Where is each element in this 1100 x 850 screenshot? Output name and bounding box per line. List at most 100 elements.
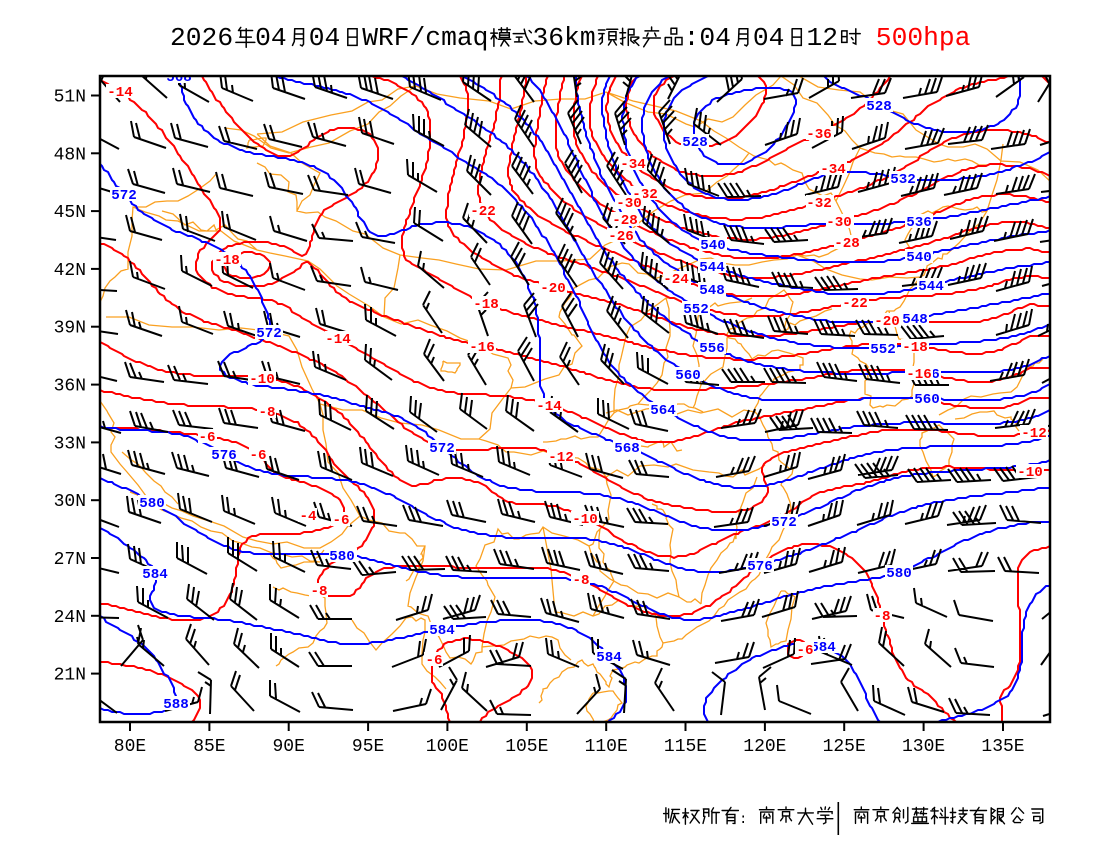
svg-text:51N: 51N: [54, 88, 86, 108]
svg-text:30N: 30N: [54, 492, 86, 512]
svg-text:568: 568: [614, 441, 640, 457]
svg-text:572: 572: [256, 326, 282, 342]
svg-text:04: 04: [255, 23, 287, 53]
svg-text:540: 540: [700, 238, 726, 254]
svg-text:42N: 42N: [54, 261, 86, 281]
svg-text:-24: -24: [663, 272, 689, 288]
svg-text:584: 584: [596, 650, 622, 666]
svg-text:85E: 85E: [193, 737, 225, 757]
svg-text:576: 576: [211, 448, 237, 464]
svg-text:-6: -6: [249, 448, 266, 464]
svg-text:544: 544: [699, 260, 725, 276]
svg-text:-22: -22: [842, 296, 868, 312]
svg-text:-26: -26: [608, 229, 634, 245]
svg-text:580: 580: [886, 566, 912, 582]
svg-text:110E: 110E: [585, 737, 628, 757]
svg-text::: :: [684, 23, 700, 53]
svg-text:120E: 120E: [743, 737, 786, 757]
svg-text:568: 568: [166, 70, 192, 86]
svg-text:584: 584: [810, 640, 836, 656]
svg-text:2026: 2026: [170, 23, 233, 53]
svg-text:552: 552: [870, 342, 896, 358]
svg-text:33N: 33N: [54, 434, 86, 454]
svg-text:-18: -18: [214, 253, 240, 269]
svg-text:27N: 27N: [54, 550, 86, 570]
svg-text:-30: -30: [616, 196, 642, 212]
svg-text::: :: [739, 812, 747, 828]
svg-text:-10: -10: [572, 512, 598, 528]
svg-text:552: 552: [683, 302, 709, 318]
svg-text:572: 572: [429, 441, 455, 457]
svg-text:560: 560: [914, 392, 940, 408]
svg-text:-34: -34: [820, 162, 846, 178]
svg-text:-20: -20: [874, 314, 900, 330]
svg-text:-4: -4: [299, 509, 317, 525]
svg-text:-14: -14: [107, 85, 133, 101]
svg-text:80E: 80E: [114, 737, 146, 757]
svg-text:544: 544: [918, 279, 944, 295]
svg-text:130E: 130E: [902, 737, 945, 757]
svg-text:105E: 105E: [505, 737, 548, 757]
svg-text:-16: -16: [906, 367, 932, 383]
svg-text:-36: -36: [806, 127, 832, 143]
svg-text:-12: -12: [1021, 426, 1047, 442]
svg-text:WRF/cmaq: WRF/cmaq: [362, 23, 488, 53]
svg-text:04: 04: [309, 23, 341, 53]
svg-text:-34: -34: [620, 157, 646, 173]
svg-text:-10: -10: [249, 372, 275, 388]
svg-text:580: 580: [329, 549, 355, 565]
svg-text:-6: -6: [332, 513, 349, 529]
svg-text:12: 12: [807, 23, 839, 53]
svg-text:24N: 24N: [54, 608, 86, 628]
svg-text:528: 528: [682, 135, 708, 151]
svg-text:36N: 36N: [54, 377, 86, 397]
svg-text:-8: -8: [873, 609, 890, 625]
svg-text:584: 584: [142, 567, 168, 583]
svg-text:04: 04: [753, 23, 785, 53]
svg-text:576: 576: [747, 559, 773, 575]
svg-text:48N: 48N: [54, 145, 86, 165]
svg-text:-6: -6: [796, 643, 813, 659]
svg-text:-12: -12: [548, 450, 574, 466]
svg-text:580: 580: [139, 496, 165, 512]
svg-text:548: 548: [699, 283, 725, 299]
svg-text:-14: -14: [325, 332, 351, 348]
svg-text:135E: 135E: [981, 737, 1024, 757]
svg-text:-22: -22: [470, 204, 496, 220]
svg-text:532: 532: [890, 172, 916, 188]
svg-text:-32: -32: [806, 196, 832, 212]
svg-text:500hpa: 500hpa: [876, 23, 971, 53]
svg-text:588: 588: [163, 697, 189, 713]
svg-text:536: 536: [906, 215, 932, 231]
svg-text:528: 528: [866, 99, 892, 115]
svg-text:584: 584: [429, 623, 455, 639]
svg-text:-20: -20: [540, 281, 566, 297]
svg-text:100E: 100E: [426, 737, 469, 757]
svg-text:90E: 90E: [272, 737, 304, 757]
svg-text:-28: -28: [612, 213, 638, 229]
svg-text:21N: 21N: [54, 666, 86, 686]
svg-text:-8: -8: [572, 573, 589, 589]
svg-text:-14: -14: [536, 399, 562, 415]
svg-text:125E: 125E: [823, 737, 866, 757]
svg-text:95E: 95E: [352, 737, 384, 757]
svg-text:-18: -18: [902, 340, 928, 356]
svg-text:-18: -18: [473, 297, 499, 313]
svg-text:572: 572: [771, 515, 797, 531]
svg-text:39N: 39N: [54, 319, 86, 339]
svg-text:-30: -30: [826, 215, 852, 231]
svg-text:548: 548: [902, 312, 928, 328]
svg-text:-28: -28: [834, 236, 860, 252]
svg-text:-8: -8: [258, 405, 275, 421]
svg-text:04: 04: [699, 23, 731, 53]
svg-text:572: 572: [111, 188, 137, 204]
svg-text:-16: -16: [469, 340, 495, 356]
svg-text:-8: -8: [310, 584, 327, 600]
svg-text:564: 564: [650, 403, 676, 419]
svg-text:45N: 45N: [54, 203, 86, 223]
svg-text:36km: 36km: [533, 23, 596, 53]
svg-text:115E: 115E: [664, 737, 707, 757]
svg-text:540: 540: [906, 250, 932, 266]
svg-text:-10: -10: [1017, 465, 1043, 481]
svg-text:560: 560: [675, 368, 701, 384]
